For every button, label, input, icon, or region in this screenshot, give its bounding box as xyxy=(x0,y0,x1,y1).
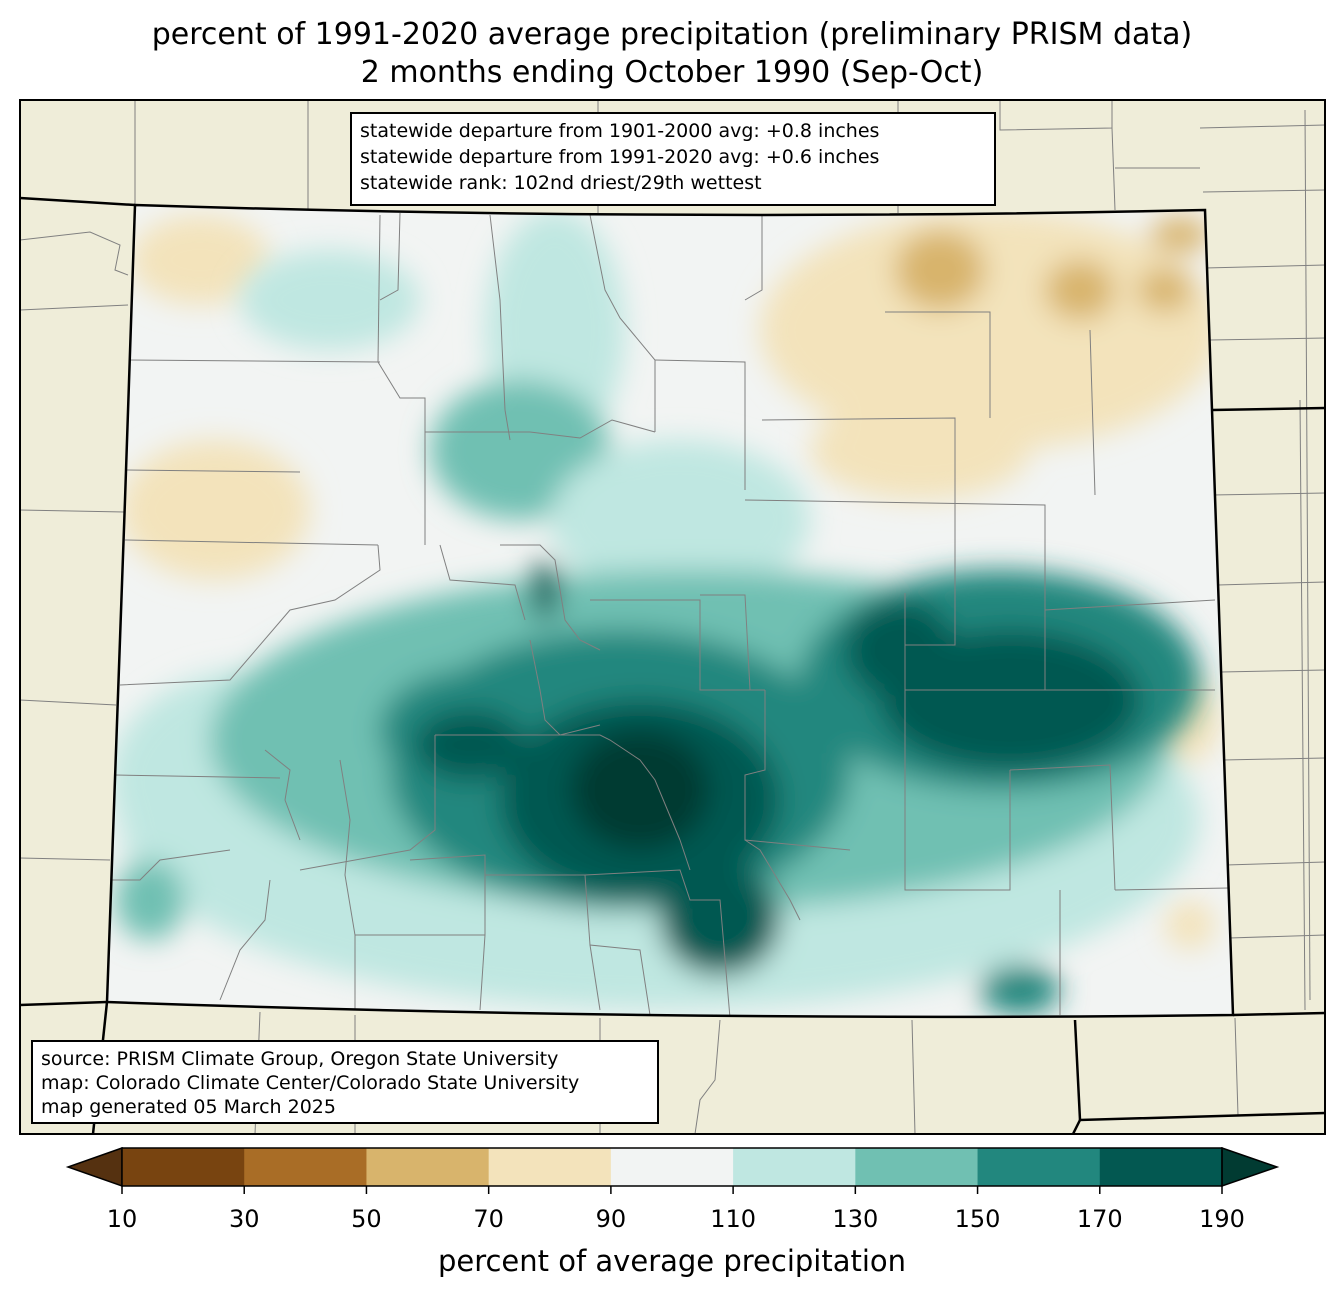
colorbar-tick-label: 90 xyxy=(595,1205,627,1233)
colorbar-over-arrow xyxy=(1221,1146,1280,1188)
colorbar-under-arrow xyxy=(65,1146,123,1188)
colorbar-tick-label: 130 xyxy=(832,1205,879,1233)
colorbar-tick-label: 150 xyxy=(954,1205,1001,1233)
state-borders xyxy=(20,196,1325,1134)
colorbar-tick-label: 70 xyxy=(473,1205,504,1233)
colorbar-tick-label: 190 xyxy=(1199,1205,1245,1233)
departure-1991-2020: statewide departure from 1991-2020 avg: … xyxy=(360,146,880,168)
statewide-rank: statewide rank: 102nd driest/29th wettes… xyxy=(360,172,762,194)
generated-date-line: map generated 05 March 2025 xyxy=(41,1096,336,1118)
colorbar xyxy=(65,1146,1280,1194)
source-box: source: PRISM Climate Group, Oregon Stat… xyxy=(31,1040,659,1124)
colorbar-tick-label: 30 xyxy=(228,1205,260,1233)
colorbar-bin xyxy=(610,1148,734,1186)
colorbar-bin xyxy=(366,1148,490,1186)
colorbar-bin xyxy=(733,1148,856,1186)
departure-1901-2000: statewide departure from 1901-2000 avg: … xyxy=(360,120,880,142)
colorbar-bin xyxy=(488,1148,612,1186)
precipitation-field xyxy=(107,205,1233,1017)
colorbar-bin xyxy=(977,1148,1101,1186)
colorbar-outline xyxy=(121,1147,1223,1187)
colorbar-tick-label: 110 xyxy=(710,1205,757,1233)
map-subtitle: 2 months ending October 1990 (Sep-Oct) xyxy=(360,55,984,90)
statewide-stats-box: statewide departure from 1901-2000 avg: … xyxy=(350,112,996,206)
colorbar-label: percent of average precipitation xyxy=(437,1244,907,1278)
colorbar-bin xyxy=(122,1148,245,1186)
source-line: source: PRISM Climate Group, Oregon Stat… xyxy=(41,1048,559,1070)
colorado-county-lines xyxy=(110,212,1231,1017)
colorbar-bin xyxy=(244,1148,367,1186)
map-title: percent of 1991-2020 average precipitati… xyxy=(151,17,1193,52)
colorbar-tick-label: 50 xyxy=(351,1205,382,1233)
colorbar-tick-label: 170 xyxy=(1076,1205,1123,1233)
colorbar-bin xyxy=(1099,1148,1223,1186)
colorado-border xyxy=(105,203,1235,1019)
map-credit-line: map: Colorado Climate Center/Colorado St… xyxy=(41,1072,580,1094)
colorbar-bin xyxy=(855,1148,979,1186)
colorbar-tick-label: 10 xyxy=(106,1205,138,1233)
map-frame xyxy=(19,99,1326,1135)
